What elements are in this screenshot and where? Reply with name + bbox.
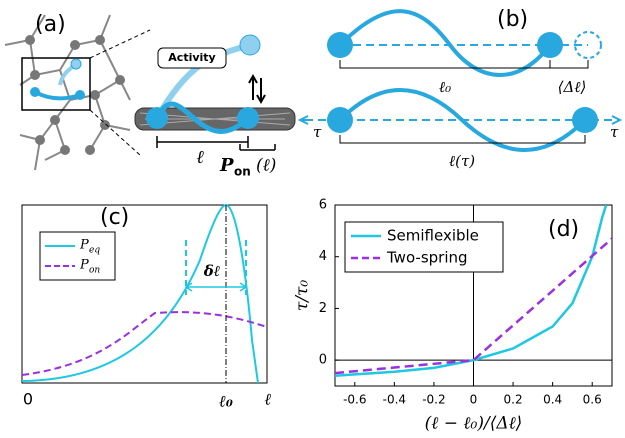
y-tick-label: 6 — [319, 198, 327, 213]
panel-label: (a) — [35, 12, 66, 37]
x-tick-label: -0.2 — [422, 393, 445, 407]
p-on-subscript: on — [234, 165, 251, 179]
x-tick-label: 0.6 — [583, 393, 602, 407]
legend — [40, 232, 115, 280]
legend-label: Semiflexible — [387, 227, 479, 245]
p-on-curve — [22, 312, 267, 375]
tension-left: τ — [313, 123, 322, 141]
legend-symbol: P — [79, 238, 89, 253]
length-label: ℓ — [196, 147, 204, 168]
panel-label: (d) — [548, 217, 579, 242]
legend-label: Two-spring — [386, 249, 468, 267]
tension-right: τ — [610, 123, 619, 141]
x-tick-label: 0.4 — [543, 393, 562, 407]
x-tick-label: 0.2 — [504, 393, 523, 407]
x-tick-label: -0.6 — [343, 393, 366, 407]
x-tick-label: 0 — [470, 393, 478, 407]
y-tick-label: 4 — [319, 249, 327, 264]
fluctuation: ⟨Δℓ⟩ — [558, 78, 587, 96]
figure: (a) Activity ℓ P on (ℓ) (b) ℓ₀ ⟨Δℓ⟩ τ τ … — [0, 0, 625, 438]
legend-symbol: P — [79, 258, 89, 273]
stretched-length: ℓ(τ) — [449, 152, 475, 170]
y-tick-label: 0 — [319, 353, 327, 368]
activity-label: Activity — [168, 51, 215, 64]
p-on-symbol: P — [219, 155, 234, 176]
x-tick-label: -0.4 — [383, 393, 406, 407]
y-axis-label: τ/τ₀ — [293, 280, 313, 312]
panel-d: -0.6 -0.4 -0.2 0 0.2 0.4 0.6 0 2 4 6 Semiflexible Tw… — [293, 198, 613, 434]
panel-label: (b) — [497, 7, 528, 32]
x-label: ℓ₀ — [218, 392, 233, 411]
width-label: δℓ — [203, 262, 220, 280]
x-axis-label: (ℓ − ℓ₀)/⟨Δℓ⟩ — [425, 414, 523, 434]
x-label: ℓ — [264, 390, 272, 409]
y-tick-label: 2 — [319, 301, 327, 316]
x-label: 0 — [23, 390, 33, 409]
legend-subscript: on — [89, 266, 100, 276]
rest-length: ℓ₀ — [439, 78, 451, 96]
panel-label: (c) — [100, 205, 129, 230]
legend-subscript: eq — [89, 246, 100, 256]
active-end — [240, 35, 260, 55]
p-on-argument: (ℓ) — [256, 156, 276, 176]
mini-filament — [35, 92, 80, 98]
